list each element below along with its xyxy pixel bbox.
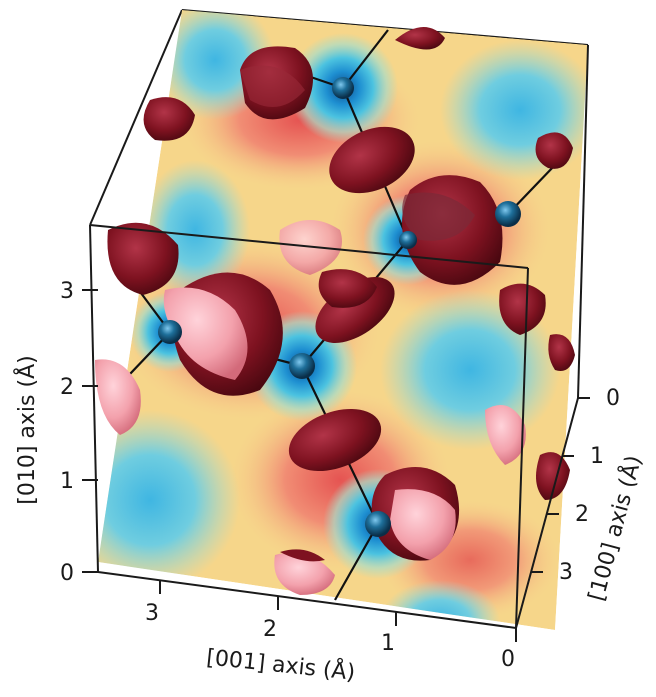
lobe-lower-center bbox=[288, 408, 382, 472]
z-tick-label: 3 bbox=[559, 560, 573, 585]
y-tick-label: 0 bbox=[60, 561, 74, 586]
x-tick-label: 3 bbox=[145, 601, 159, 626]
x-tick-label: 0 bbox=[501, 647, 515, 672]
atom bbox=[365, 511, 391, 537]
atom bbox=[158, 320, 182, 344]
lobe-bottom-left-dark bbox=[280, 549, 325, 562]
y-axis-title: [010] axis (Å) bbox=[13, 355, 40, 504]
atoms bbox=[158, 77, 521, 537]
x-tick-label: 2 bbox=[263, 617, 277, 642]
y-tick-label: 2 bbox=[60, 375, 74, 400]
atom bbox=[332, 77, 354, 99]
atom bbox=[495, 201, 521, 227]
lobe-right-small bbox=[499, 283, 546, 335]
z-tick-label: 2 bbox=[575, 502, 589, 527]
lobe-center-upper bbox=[329, 126, 415, 194]
lobe-right-pink bbox=[485, 405, 526, 465]
lobe-right-edge bbox=[535, 132, 573, 169]
lobe-mid-ring bbox=[318, 269, 377, 308]
lobe-mid-right bbox=[315, 277, 395, 343]
y-tick-label: 3 bbox=[60, 279, 74, 304]
atom bbox=[289, 353, 315, 379]
y-tick-label: 1 bbox=[60, 469, 74, 494]
y-axis: 0 1 2 3 [010] axis (Å) bbox=[13, 279, 98, 586]
z-tick-label: 0 bbox=[606, 386, 620, 411]
lobe-lower-big-light bbox=[390, 489, 456, 560]
box-front-edges bbox=[89, 44, 589, 629]
lobe-bottom-left bbox=[274, 552, 335, 595]
z-tick-label: 1 bbox=[590, 444, 604, 469]
lobe-left-upper bbox=[143, 97, 195, 141]
x-axis-title: [001] axis (Å) bbox=[205, 643, 356, 685]
orbital-lobes bbox=[95, 26, 575, 595]
lobe-center-big-light bbox=[163, 287, 248, 380]
atom bbox=[399, 231, 417, 249]
lobe-top-left-cap bbox=[240, 65, 305, 108]
lobe-right-tiny bbox=[548, 334, 575, 371]
lobe-right-lower bbox=[536, 452, 570, 500]
z-axis-title: [100] axis (Å) bbox=[582, 452, 647, 603]
lobe-top-right bbox=[395, 26, 445, 50]
x-tick-label: 1 bbox=[381, 631, 395, 656]
lobe-left-pink bbox=[95, 359, 141, 435]
lobe-right-big-cap bbox=[402, 192, 475, 241]
lobe-left-dark bbox=[107, 222, 179, 295]
